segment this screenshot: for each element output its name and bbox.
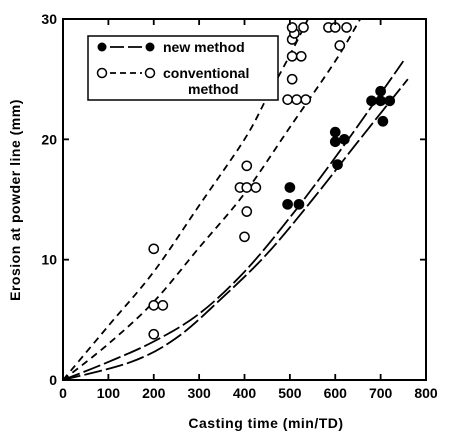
data-point-conventional-22 <box>341 22 352 33</box>
data-point-conventional-13 <box>286 73 298 85</box>
data-point-conventional-1 <box>148 300 160 311</box>
x-tick-label-200: 200 <box>142 385 166 401</box>
x-axis-title: Casting time (min/TD) <box>188 415 343 431</box>
data-point-conventional-7 <box>241 160 253 172</box>
legend-conv-marker-left <box>96 67 108 79</box>
data-point-conventional-12 <box>300 94 312 105</box>
data-point-new-method-3 <box>329 126 341 138</box>
x-tick-label-500: 500 <box>278 385 302 401</box>
data-point-conventional-19 <box>298 22 309 33</box>
data-point-new-method-1 <box>282 198 293 210</box>
data-point-conventional-5 <box>241 182 253 193</box>
data-point-conventional-3 <box>148 328 160 340</box>
data-point-new-method-5 <box>338 133 350 145</box>
legend-label-conventional: conventional <box>163 65 249 81</box>
legend: new method conventional method <box>87 35 279 101</box>
x-tick-label-400: 400 <box>233 385 257 401</box>
data-point-new-method-4 <box>329 136 341 148</box>
legend-label-new-method: new method <box>163 39 245 55</box>
data-point-new-method-0 <box>284 182 296 193</box>
data-point-new-method-10 <box>375 85 386 97</box>
data-point-conventional-8 <box>241 206 253 217</box>
data-point-new-method-6 <box>332 159 343 170</box>
legend-box <box>87 35 279 101</box>
y-axis-ticks: 0 10 20 30 <box>41 11 426 388</box>
curve-conventional-1 <box>63 19 361 380</box>
x-axis-ticks: 0 100 200 300 400 500 600 700 800 <box>59 19 438 401</box>
y-tick-label-0: 0 <box>49 372 57 388</box>
legend-entry-new-method: new method <box>97 39 245 55</box>
data-point-new-method-8 <box>375 95 386 107</box>
data-point-new-method-7 <box>366 95 377 107</box>
data-point-conventional-23 <box>334 40 346 51</box>
data-point-conventional-2 <box>157 300 169 311</box>
data-point-new-method-2 <box>293 198 305 210</box>
legend-new-marker-right <box>145 42 155 52</box>
x-tick-label-100: 100 <box>97 385 121 401</box>
legend-label-method: method <box>188 81 239 97</box>
data-point-new-method-9 <box>384 95 396 107</box>
x-tick-label-0: 0 <box>59 385 67 401</box>
data-point-conventional-11 <box>291 94 303 105</box>
data-point-conventional-6 <box>250 182 262 193</box>
y-tick-label-10: 10 <box>41 252 57 268</box>
data-point-conventional-18 <box>286 22 298 33</box>
data-point-conventional-9 <box>239 231 250 243</box>
data-point-new-method-11 <box>377 115 389 127</box>
x-tick-label-700: 700 <box>369 385 393 401</box>
x-tick-label-600: 600 <box>324 385 348 401</box>
curve-conventional-0 <box>63 19 309 380</box>
data-point-conventional-15 <box>295 50 307 62</box>
legend-entry-conventional-method: conventional method <box>96 65 249 97</box>
y-tick-label-30: 30 <box>41 11 57 27</box>
curve-new-method-1 <box>63 78 409 380</box>
data-point-conventional-0 <box>148 243 160 255</box>
curve-new-method-0 <box>63 60 405 380</box>
legend-new-marker-left <box>97 42 107 52</box>
data-point-conventional-10 <box>282 94 293 105</box>
points-layer <box>148 22 396 340</box>
legend-conv-marker-right <box>144 67 156 79</box>
curves-layer <box>63 19 409 380</box>
data-point-conventional-14 <box>286 50 298 62</box>
x-tick-label-300: 300 <box>187 385 211 401</box>
y-axis-title: Erosion at powder line (mm) <box>7 99 23 301</box>
y-tick-label-20: 20 <box>41 131 57 147</box>
x-tick-label-800: 800 <box>414 385 438 401</box>
